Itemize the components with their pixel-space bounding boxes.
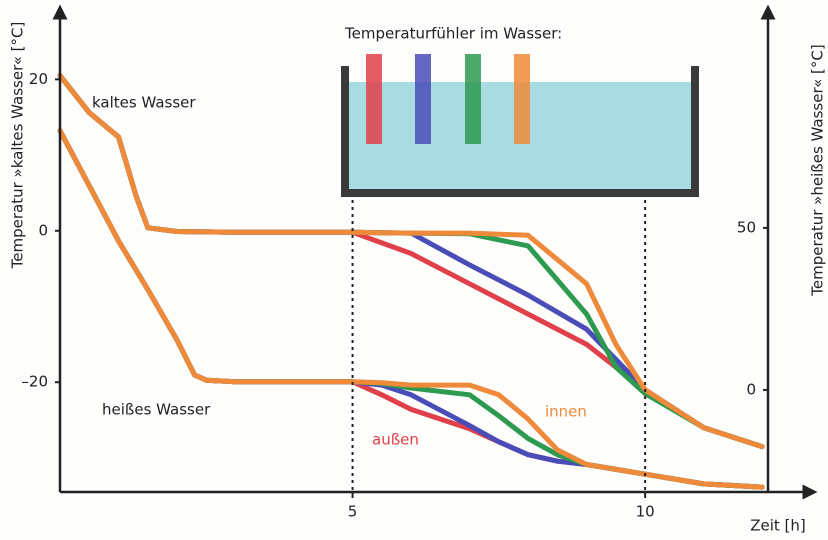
x-tick-label: 10: [636, 503, 655, 521]
y-tick-label: –20: [21, 373, 48, 391]
y2-tick-label: 50: [737, 218, 756, 236]
annotation: außen: [372, 431, 419, 449]
y-tick-label: 0: [38, 221, 48, 239]
chart: Temperaturfühler im Wasser: Zeit [h] Tem…: [0, 0, 828, 540]
y-axis-label: Temperatur »kaltes Wasser« [°C]: [9, 22, 27, 270]
annotation: innen: [545, 403, 587, 421]
y2-tick-label: 0: [746, 380, 756, 398]
x-axis-label: Zeit [h]: [750, 517, 806, 535]
y-tick-label: 20: [29, 70, 48, 88]
inset-tank: [345, 54, 695, 193]
y2-axis-label: Temperatur »heißes Wasser« [°C]: [809, 44, 827, 296]
annotation: kaltes Wasser: [92, 94, 196, 112]
x-tick-label: 5: [348, 503, 358, 521]
inset-title: Temperaturfühler im Wasser:: [344, 25, 562, 43]
annotation: heißes Wasser: [102, 401, 211, 419]
